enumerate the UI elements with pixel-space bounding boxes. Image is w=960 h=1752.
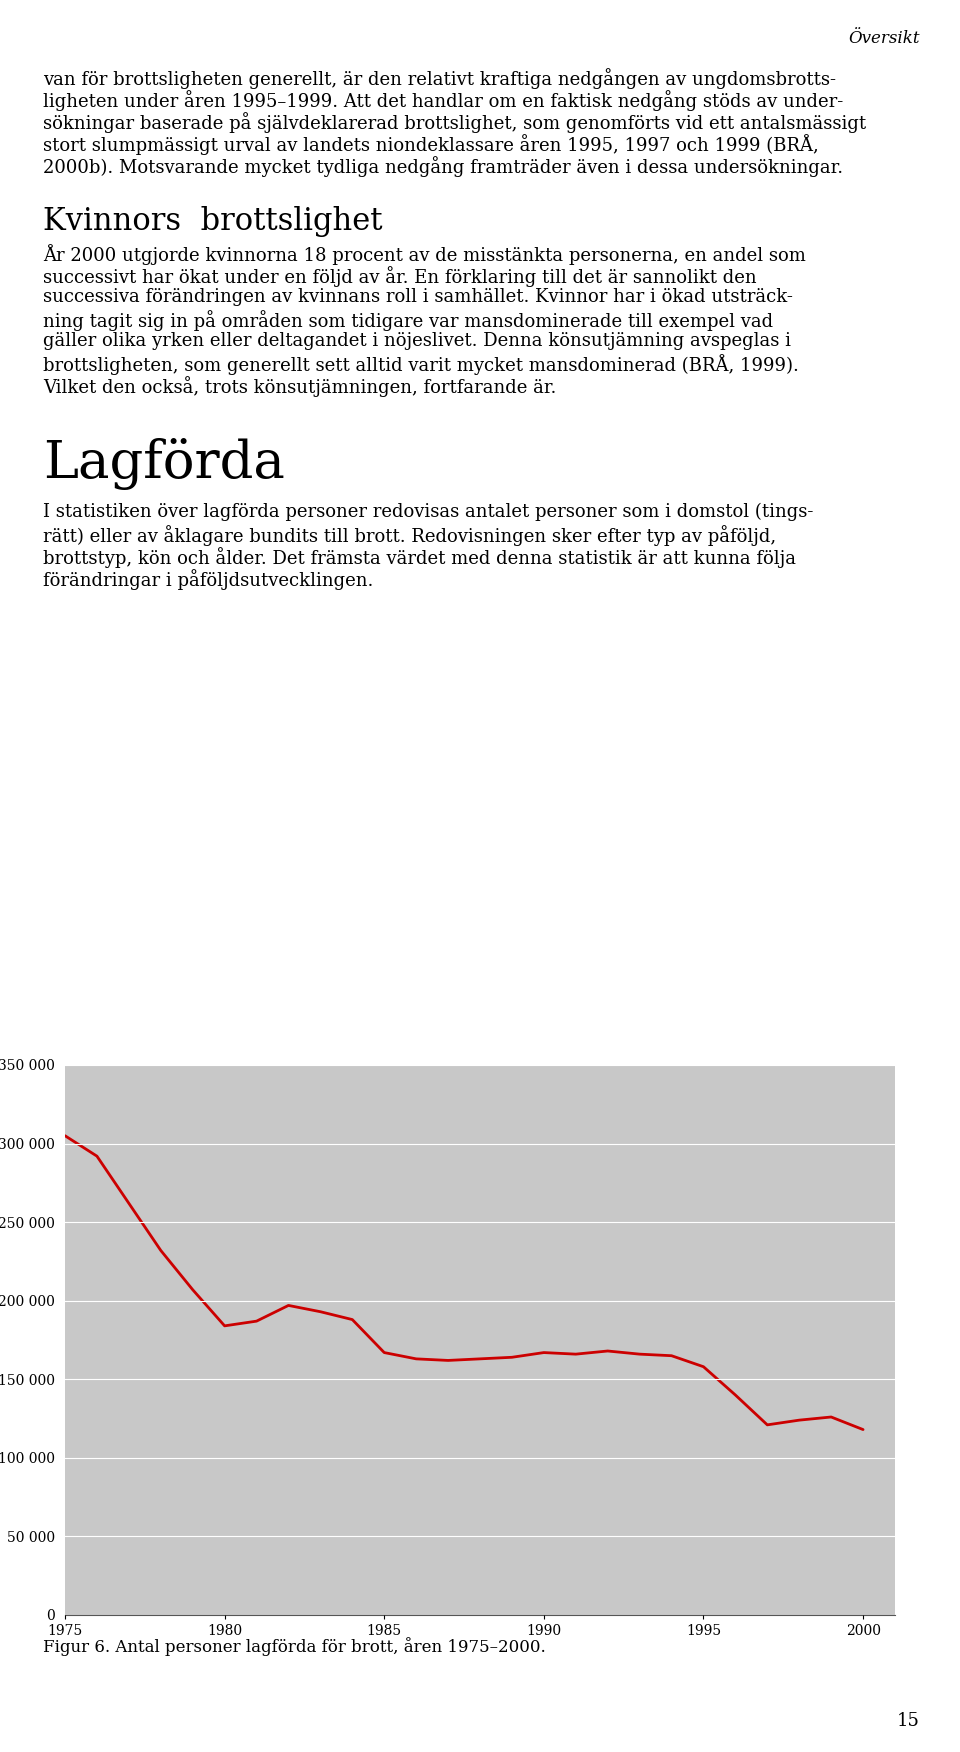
Text: Kvinnors  brottslighet: Kvinnors brottslighet: [43, 207, 382, 237]
Text: År 2000 utgjorde kvinnorna 18 procent av de misstänkta personerna, en andel som: År 2000 utgjorde kvinnorna 18 procent av…: [43, 244, 805, 265]
Text: gäller olika yrken eller deltagandet i nöjeslivet. Denna könsutjämning avspeglas: gäller olika yrken eller deltagandet i n…: [43, 331, 791, 350]
Text: brottstyp, kön och ålder. Det främsta värdet med denna statistik är att kunna fö: brottstyp, kön och ålder. Det främsta vä…: [43, 547, 796, 568]
Text: van för brottsligheten generellt, är den relativt kraftiga nedgången av ungdomsb: van för brottsligheten generellt, är den…: [43, 68, 836, 89]
Text: sökningar baserade på självdeklarerad brottslighet, som genomförts vid ett antal: sökningar baserade på självdeklarerad br…: [43, 112, 866, 133]
Text: Vilket den också, trots könsutjämningen, fortfarande är.: Vilket den också, trots könsutjämningen,…: [43, 377, 557, 398]
Text: Lagförda: Lagförda: [43, 438, 285, 491]
Text: ligheten under åren 1995–1999. Att det handlar om en faktisk nedgång stöds av un: ligheten under åren 1995–1999. Att det h…: [43, 89, 843, 110]
Text: rätt) eller av åklagare bundits till brott. Redovisningen sker efter typ av påfö: rätt) eller av åklagare bundits till bro…: [43, 526, 776, 547]
Text: 2000b). Motsvarande mycket tydliga nedgång framträder även i dessa undersökninga: 2000b). Motsvarande mycket tydliga nedgå…: [43, 156, 843, 177]
Text: brottsligheten, som generellt sett alltid varit mycket mansdominerad (BRÅ, 1999): brottsligheten, som generellt sett allti…: [43, 354, 799, 375]
Text: förändringar i påföljdsutvecklingen.: förändringar i påföljdsutvecklingen.: [43, 569, 373, 590]
Text: stort slumpmässigt urval av landets niondeklassare åren 1995, 1997 och 1999 (BRÅ: stort slumpmässigt urval av landets nion…: [43, 133, 819, 154]
Text: ning tagit sig in på områden som tidigare var mansdominerade till exempel vad: ning tagit sig in på områden som tidigar…: [43, 310, 773, 331]
Text: 15: 15: [898, 1712, 920, 1729]
Text: I statistiken över lagförda personer redovisas antalet personer som i domstol (t: I statistiken över lagförda personer red…: [43, 503, 813, 522]
Text: Översikt: Översikt: [849, 30, 920, 47]
Text: Figur 6. Antal personer lagförda för brott, åren 1975–2000.: Figur 6. Antal personer lagförda för bro…: [43, 1636, 545, 1656]
Text: successivt har ökat under en följd av år. En förklaring till det är sannolikt de: successivt har ökat under en följd av år…: [43, 266, 756, 287]
Text: successiva förändringen av kvinnans roll i samhället. Kvinnor har i ökad utsträc: successiva förändringen av kvinnans roll…: [43, 287, 793, 307]
